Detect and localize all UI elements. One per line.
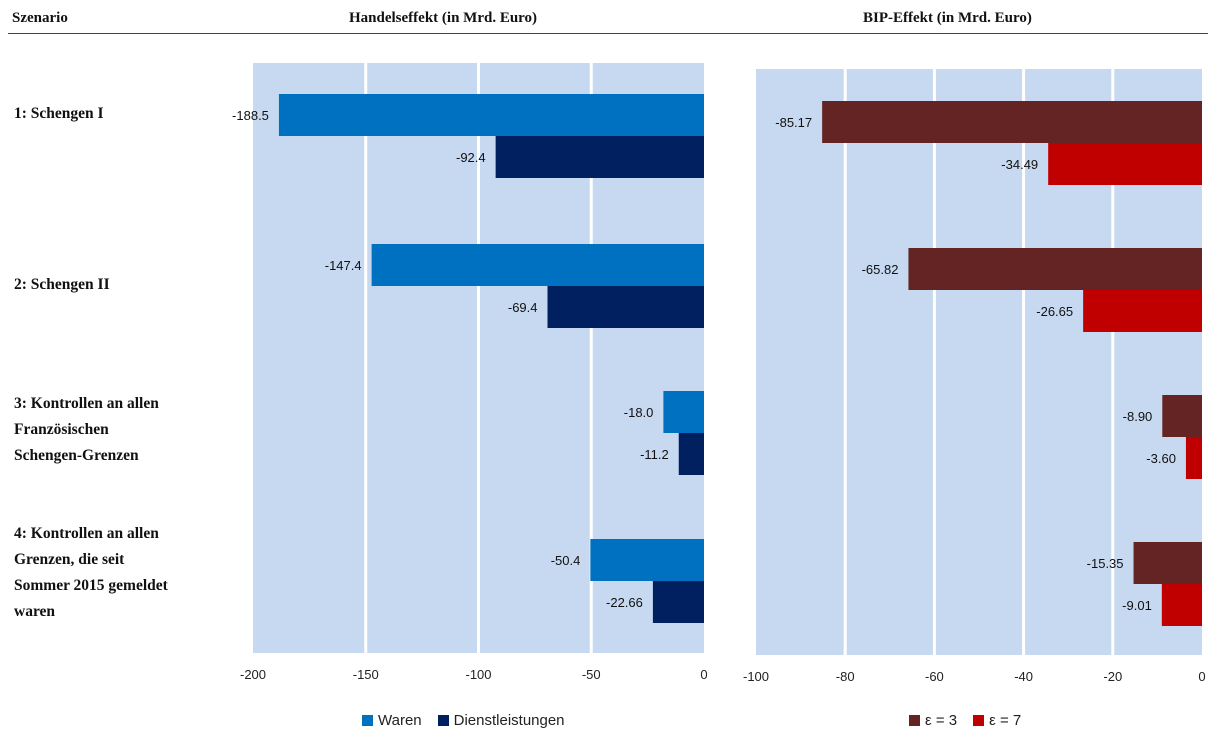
- legend-swatch-dienstleistungen: [437, 715, 449, 726]
- scenario-3-line-1: 3: Kontrollen an allen: [14, 395, 159, 412]
- scenario-label-4: 4: Kontrollen an allen Grenzen, die seit…: [14, 521, 168, 625]
- gdp-effect-header: BIP-Effekt (in Mrd. Euro): [863, 10, 1032, 26]
- gdp-bar: [908, 248, 1202, 290]
- scenario-4-line-4: waren: [14, 603, 56, 620]
- gdp-data-label: -85.17: [775, 115, 812, 130]
- gdp-data-label: -34.49: [1001, 157, 1038, 172]
- trade-data-label: -22.66: [606, 595, 643, 610]
- legend-label-eps7: ε = 7: [989, 712, 1022, 729]
- trade-data-label: -147.4: [325, 258, 362, 273]
- gdp-tick-label: -100: [743, 669, 769, 684]
- trade-bar: [652, 581, 704, 623]
- header-rule: [8, 33, 1208, 34]
- scenario-header: Szenario: [12, 10, 68, 26]
- trade-data-label: -188.5: [232, 108, 269, 123]
- legend-item-dienstleistungen: Dienstleistungen: [437, 712, 565, 729]
- scenario-3-line-2: Französischen: [14, 421, 109, 438]
- trade-bar: [663, 391, 704, 433]
- gdp-tick-label: -80: [836, 669, 855, 684]
- gdp-data-label: -65.82: [862, 262, 899, 277]
- trade-tick-label: 0: [700, 667, 707, 682]
- trade-data-label: -69.4: [508, 300, 538, 315]
- legend-label-waren: Waren: [378, 712, 422, 729]
- gdp-bar: [1048, 143, 1202, 185]
- gdp-data-label: -8.90: [1123, 409, 1153, 424]
- gdp-data-label: -3.60: [1146, 451, 1176, 466]
- gdp-bar: [1133, 542, 1202, 584]
- gdp-data-label: -15.35: [1087, 556, 1124, 571]
- trade-bar: [495, 136, 704, 178]
- scenario-label-1: 1: Schengen I: [14, 101, 104, 127]
- trade-effect-header: Handelseffekt (in Mrd. Euro): [349, 10, 538, 26]
- gdp-bar: [1161, 584, 1202, 626]
- scenario-4-line-3: Sommer 2015 gemeldet: [14, 577, 168, 594]
- gdp-tick-label: -40: [1014, 669, 1033, 684]
- scenario-label-2: 2: Schengen II: [14, 272, 110, 298]
- legend-item-eps3: ε = 3: [909, 712, 957, 729]
- trade-legend: Waren Dienstleistungen: [362, 712, 575, 729]
- trade-tick-label: -50: [582, 667, 601, 682]
- trade-bar: [547, 286, 704, 328]
- trade-bar: [678, 433, 704, 475]
- legend-swatch-eps7: [973, 715, 985, 726]
- scenario-3-line-3: Schengen-Grenzen: [14, 447, 139, 464]
- trade-bar: [590, 539, 704, 581]
- scenario-label-3: 3: Kontrollen an allen Französischen Sch…: [14, 391, 159, 469]
- gdp-tick-label: 0: [1198, 669, 1205, 684]
- trade-tick-label: -150: [353, 667, 379, 682]
- scenario-2-line-1: 2: Schengen II: [14, 276, 110, 293]
- scenario-4-line-1: 4: Kontrollen an allen: [14, 525, 159, 542]
- gdp-data-label: -26.65: [1036, 304, 1073, 319]
- gdp-legend: ε = 3 ε = 7: [909, 712, 1031, 729]
- legend-label-eps3: ε = 3: [925, 712, 958, 729]
- trade-data-label: -18.0: [624, 405, 654, 420]
- scenario-1-line-1: 1: Schengen I: [14, 105, 104, 122]
- legend-swatch-eps3: [909, 715, 920, 726]
- gdp-data-label: -9.01: [1122, 598, 1152, 613]
- legend-label-dienstleistungen: Dienstleistungen: [453, 712, 565, 729]
- gdp-tick-label: -20: [1103, 669, 1122, 684]
- legend-swatch-waren: [362, 715, 373, 726]
- trade-data-label: -11.2: [640, 447, 669, 462]
- trade-data-label: -50.4: [551, 553, 581, 568]
- gdp-bar: [1162, 395, 1202, 437]
- gdp-bar: [1083, 290, 1202, 332]
- trade-tick-label: -100: [465, 667, 491, 682]
- gdp-bar: [1185, 437, 1202, 479]
- legend-item-eps7: ε = 7: [973, 712, 1021, 729]
- trade-tick-label: -200: [240, 667, 266, 682]
- legend-item-waren: Waren: [362, 712, 422, 729]
- trade-data-label: -92.4: [456, 150, 486, 165]
- gdp-tick-label: -60: [925, 669, 944, 684]
- trade-bar: [278, 94, 704, 136]
- trade-bar: [371, 244, 704, 286]
- scenario-4-line-2: Grenzen, die seit: [14, 551, 125, 568]
- gdp-bar: [822, 101, 1202, 143]
